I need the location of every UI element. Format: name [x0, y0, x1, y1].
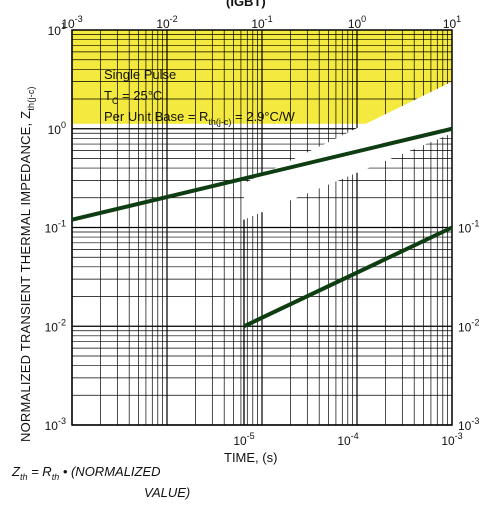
- annotation-per-unit-base: Per Unit Base = Rth(j-c) = 2.9°C/W: [104, 109, 295, 127]
- y-right-tick-label: 10-3: [458, 416, 479, 433]
- annotation-tc-t: T: [104, 88, 112, 103]
- x-bottom-tick-label: 10-3: [441, 431, 462, 448]
- x-axis-label: TIME, (s): [224, 450, 278, 465]
- y-left-tick-label: 10-3: [45, 416, 66, 433]
- y-axis-label-sub: th(j-c): [26, 86, 36, 111]
- series-line-1: [71, 126, 453, 222]
- footnote-z: Z: [12, 464, 20, 479]
- annotation-tc-value: = 25°C: [118, 88, 163, 103]
- footnote: Zth = Rth • (NORMALIZED VALUE): [12, 462, 190, 502]
- y-left-tick-label: 101: [48, 21, 66, 38]
- footnote-z-sub: th: [19, 472, 28, 482]
- annotation-base-value: = 2.9°C/W: [231, 109, 295, 124]
- footnote-r-sub: th: [51, 472, 60, 482]
- x-top-tick-label: 10-2: [156, 14, 177, 31]
- y-left-tick-label: 10-2: [45, 317, 66, 334]
- chart-title: (IGBT): [226, 0, 266, 9]
- x-top-tick-label: 100: [348, 14, 366, 31]
- x-bottom-tick-label: 10-5: [233, 431, 254, 448]
- annotation-base-sub: th(j-c): [208, 117, 232, 127]
- x-top-tick-label: 10-3: [61, 14, 82, 31]
- y-right-tick-label: 10-2: [458, 317, 479, 334]
- annotation-base-pre: Per Unit Base = R: [104, 109, 209, 124]
- footnote-normalized: • (NORMALIZED: [59, 464, 161, 479]
- y-axis-label: NORMALIZED TRANSIENT THERMAL IMPEDANCE, …: [18, 86, 36, 442]
- series-line-2: [243, 225, 453, 329]
- x-top-tick-label: 10-1: [251, 14, 272, 31]
- x-bottom-tick-label: 10-4: [337, 431, 358, 448]
- y-right-tick-label: 10-1: [458, 219, 479, 236]
- y-axis-label-main: NORMALIZED TRANSIENT THERMAL IMPEDANCE, …: [18, 110, 33, 442]
- annotation-tc-sub: C: [111, 96, 119, 106]
- series-separator: [244, 81, 452, 220]
- x-top-tick-label: 101: [443, 14, 461, 31]
- footnote-eq: = R: [27, 464, 52, 479]
- annotation-single-pulse: Single Pulse: [104, 67, 177, 82]
- footnote-value: VALUE): [144, 485, 191, 500]
- y-left-tick-label: 10-1: [45, 219, 66, 236]
- y-left-tick-label: 100: [48, 120, 66, 137]
- annotation-case-temperature: TC = 25°C: [104, 88, 163, 106]
